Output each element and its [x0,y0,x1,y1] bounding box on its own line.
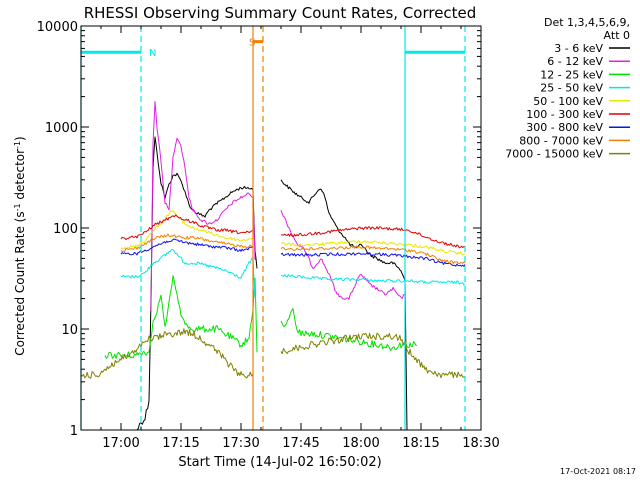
legend-header-line-1: Det 1,3,4,5,6,9, [544,16,630,29]
legend-entry-label-6: 300 - 800 keV [526,121,603,134]
x-axis-label: Start Time (14-Jul-02 16:50:02) [178,455,381,470]
y-tick-label-1: 10 [61,323,78,338]
footer-timestamp: 17-Oct-2021 08:17 [560,467,636,476]
x-tick-label-4: 18:00 [342,436,379,451]
y-axis-label: Corrected Count Rate (s-1 detector-1) [13,136,28,355]
plot-area [80,101,466,431]
night-label-0: N [149,48,156,59]
x-tick-label-1: 17:15 [162,436,199,451]
series-line-2-segment-1 [280,308,418,351]
series-line-5-segment-3 [280,226,466,249]
legend-entry-label-0: 3 - 6 keV [554,42,603,55]
legend-header-line-2: Att 0 [604,29,630,42]
y-axis-label-exponent-2: -1 [13,141,22,149]
legend-entry-label-7: 800 - 7000 keV [519,134,603,147]
series-line-8-segment-1 [280,332,466,379]
series-line-1-segment-1 [280,210,406,300]
saa-label-2: S [249,38,255,49]
x-tick-label-3: 17:45 [282,436,319,451]
legend-entry-label-1: 6 - 12 keV [547,55,603,68]
series-line-5-segment-2 [120,214,253,241]
x-tick-label-6: 18:30 [462,436,499,451]
series-line-3-segment-3 [280,274,466,286]
y-tick-label-2: 100 [53,222,78,237]
series-line-0-segment-0 [136,136,258,431]
series-line-6-segment-3 [280,252,466,267]
y-axis-label-mid: detector [13,149,27,204]
series-line-7-segment-3 [280,245,466,264]
legend-entry-label-5: 100 - 300 keV [526,108,603,121]
x-tick-label-0: 17:00 [102,436,139,451]
chart-title: RHESSI Observing Summary Count Rates, Co… [84,4,477,22]
series-line-0-segment-1 [280,179,408,431]
x-tick-label-5: 18:15 [402,436,439,451]
series-line-2-segment-0 [104,275,258,359]
legend-entry-label-4: 50 - 100 keV [533,95,603,108]
legend-entry-label-3: 25 - 50 keV [540,82,603,95]
series-line-7-segment-2 [120,233,254,253]
series-line-3-segment-2 [120,248,256,298]
series-line-4-segment-2 [120,210,254,250]
series-line-6-segment-2 [120,238,254,256]
y-tick-label-3: 1000 [45,121,78,136]
y-axis-label-main: Corrected Count Rate (s [13,211,27,355]
legend-entry-label-8: 7000 - 15000 keV [505,148,603,161]
legend-entry-label-2: 12 - 25 keV [540,68,603,81]
series-line-1-segment-0 [150,101,256,312]
series-line-4-segment-3 [280,240,466,256]
y-tick-label-4: 10000 [37,20,78,35]
y-axis-label-exponent-1: -1 [13,203,22,211]
y-tick-label-0: 1 [70,424,78,439]
axes: 17:00 17:15 17:30 17:45 18:00 18:15 18:30 1 10 10… [37,20,500,451]
series-line-8-segment-0 [80,328,254,379]
x-tick-label-2: 17:30 [222,436,259,451]
y-axis-label-end: ) [13,136,27,141]
